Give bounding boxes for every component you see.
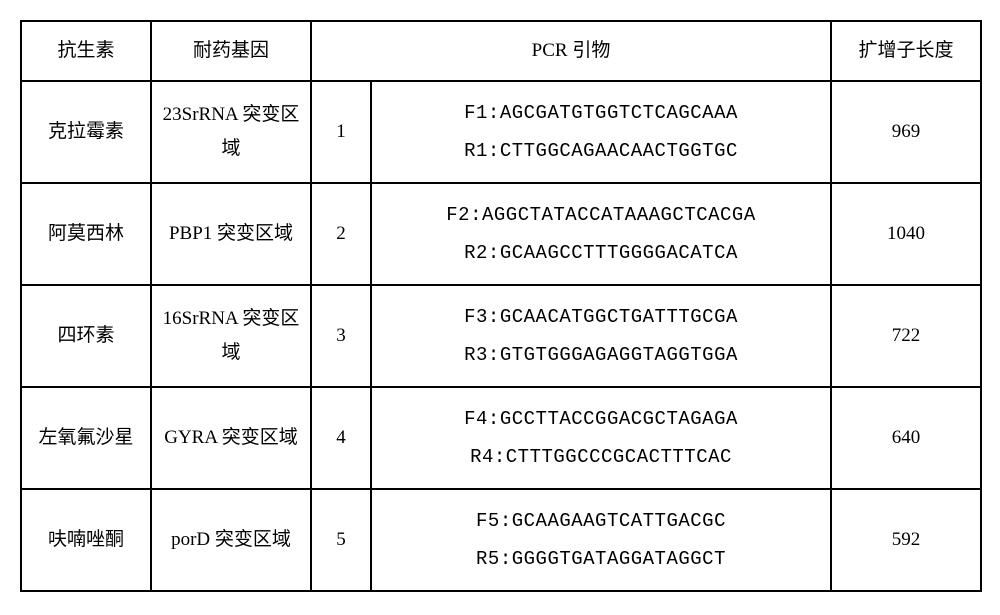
table-row: 四环素 16SrRNA 突变区域 3 F3:GCAACATGGCTGATTTGC… [21,285,981,387]
cell-num: 3 [311,285,371,387]
table-header-row: 抗生素 耐药基因 PCR 引物 扩增子长度 [21,21,981,81]
cell-gene: porD 突变区域 [151,489,311,591]
primer-forward: F1:AGCGATGTGGTCTCAGCAAA [376,94,826,132]
cell-gene: PBP1 突变区域 [151,183,311,285]
cell-amplicon: 640 [831,387,981,489]
cell-gene: GYRA 突变区域 [151,387,311,489]
primer-reverse: R5:GGGGTGATAGGATAGGCT [376,540,826,578]
table-body: 克拉霉素 23SrRNA 突变区域 1 F1:AGCGATGTGGTCTCAGC… [21,81,981,591]
primer-forward: F5:GCAAGAAGTCATTGACGC [376,502,826,540]
cell-antibiotic: 阿莫西林 [21,183,151,285]
primer-reverse: R2:GCAAGCCTTTGGGGACATCA [376,234,826,272]
cell-gene: 16SrRNA 突变区域 [151,285,311,387]
cell-amplicon: 722 [831,285,981,387]
cell-antibiotic: 四环素 [21,285,151,387]
cell-amplicon: 969 [831,81,981,183]
pcr-primers-table-container: 抗生素 耐药基因 PCR 引物 扩增子长度 克拉霉素 23SrRNA 突变区域 … [20,20,980,592]
table-row: 左氧氟沙星 GYRA 突变区域 4 F4:GCCTTACCGGACGCTAGAG… [21,387,981,489]
cell-gene: 23SrRNA 突变区域 [151,81,311,183]
cell-antibiotic: 呋喃唑酮 [21,489,151,591]
primer-forward: F3:GCAACATGGCTGATTTGCGA [376,298,826,336]
header-primer: PCR 引物 [311,21,831,81]
primer-reverse: R4:CTTTGGCCCGCACTTTCAC [376,438,826,476]
cell-antibiotic: 左氧氟沙星 [21,387,151,489]
primer-forward: F4:GCCTTACCGGACGCTAGAGA [376,400,826,438]
primer-reverse: R1:CTTGGCAGAACAACTGGTGC [376,132,826,170]
pcr-primers-table: 抗生素 耐药基因 PCR 引物 扩增子长度 克拉霉素 23SrRNA 突变区域 … [20,20,982,592]
table-row: 克拉霉素 23SrRNA 突变区域 1 F1:AGCGATGTGGTCTCAGC… [21,81,981,183]
cell-primer: F2:AGGCTATACCATAAAGCTCACGA R2:GCAAGCCTTT… [371,183,831,285]
primer-forward: F2:AGGCTATACCATAAAGCTCACGA [376,196,826,234]
header-gene: 耐药基因 [151,21,311,81]
cell-num: 2 [311,183,371,285]
cell-amplicon: 1040 [831,183,981,285]
cell-primer: F4:GCCTTACCGGACGCTAGAGA R4:CTTTGGCCCGCAC… [371,387,831,489]
cell-primer: F3:GCAACATGGCTGATTTGCGA R3:GTGTGGGAGAGGT… [371,285,831,387]
table-row: 呋喃唑酮 porD 突变区域 5 F5:GCAAGAAGTCATTGACGC R… [21,489,981,591]
cell-num: 5 [311,489,371,591]
cell-num: 1 [311,81,371,183]
header-antibiotic: 抗生素 [21,21,151,81]
table-row: 阿莫西林 PBP1 突变区域 2 F2:AGGCTATACCATAAAGCTCA… [21,183,981,285]
cell-primer: F5:GCAAGAAGTCATTGACGC R5:GGGGTGATAGGATAG… [371,489,831,591]
cell-num: 4 [311,387,371,489]
cell-primer: F1:AGCGATGTGGTCTCAGCAAA R1:CTTGGCAGAACAA… [371,81,831,183]
cell-amplicon: 592 [831,489,981,591]
cell-antibiotic: 克拉霉素 [21,81,151,183]
primer-reverse: R3:GTGTGGGAGAGGTAGGTGGA [376,336,826,374]
header-amplicon: 扩增子长度 [831,21,981,81]
